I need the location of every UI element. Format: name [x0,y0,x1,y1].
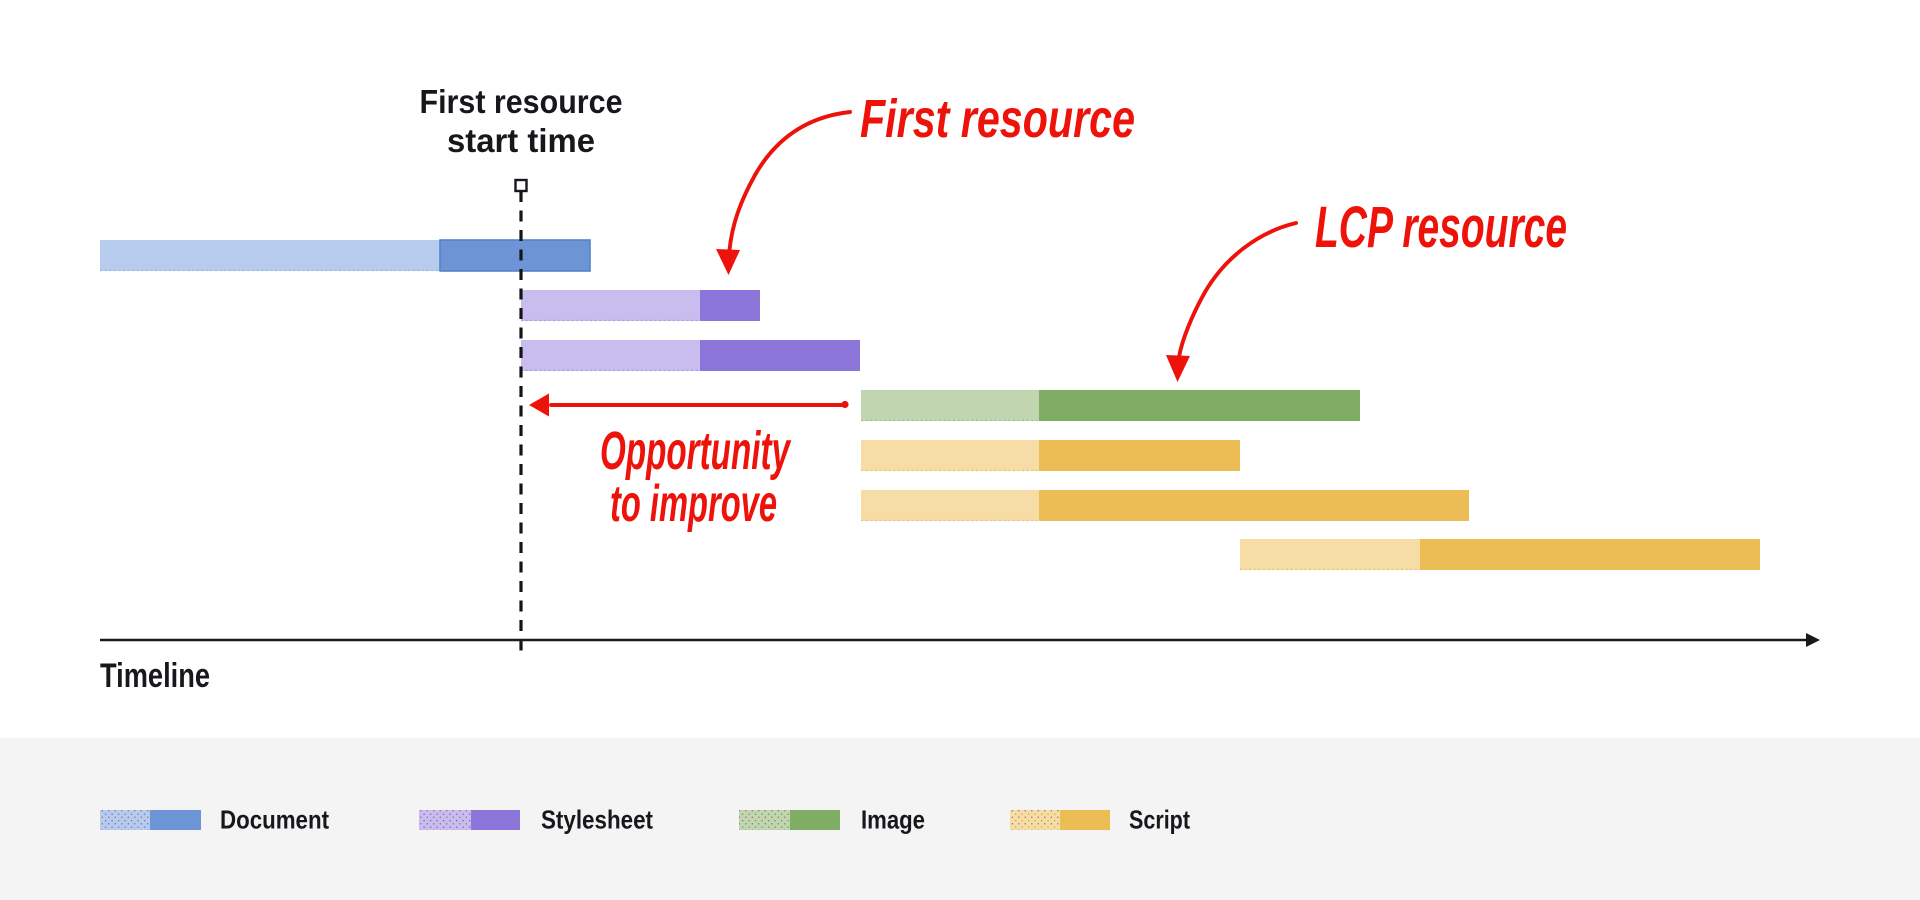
svg-text:First resource: First resource [420,83,623,120]
svg-text:Opportunity: Opportunity [600,421,792,481]
svg-text:Stylesheet: Stylesheet [541,805,653,835]
svg-text:Image: Image [861,805,925,835]
svg-text:start time: start time [447,122,595,159]
svg-text:First resource: First resource [860,89,1135,149]
svg-text:Timeline: Timeline [100,657,210,695]
svg-text:Script: Script [1129,805,1190,835]
svg-text:Document: Document [220,805,329,835]
svg-text:to improve: to improve [610,475,777,533]
svg-text:LCP resource: LCP resource [1315,195,1567,260]
